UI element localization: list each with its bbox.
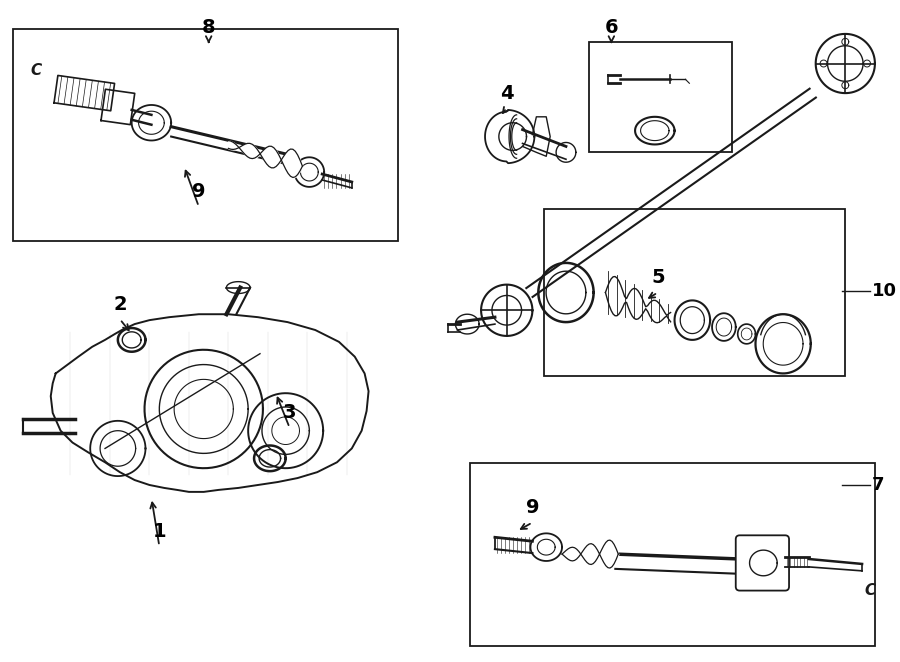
Bar xyxy=(470,463,875,646)
Text: 2: 2 xyxy=(113,295,127,314)
Text: 5: 5 xyxy=(651,268,664,287)
Text: 6: 6 xyxy=(605,19,618,38)
Text: 1: 1 xyxy=(152,522,166,541)
Bar xyxy=(544,209,845,377)
Text: 4: 4 xyxy=(500,83,514,103)
Text: 9: 9 xyxy=(526,498,539,517)
Polygon shape xyxy=(50,314,369,492)
Text: C: C xyxy=(864,583,876,598)
Text: 3: 3 xyxy=(283,403,296,422)
Text: C: C xyxy=(31,63,41,78)
Bar xyxy=(14,29,398,241)
FancyBboxPatch shape xyxy=(735,536,789,591)
Text: 9: 9 xyxy=(192,182,205,201)
Polygon shape xyxy=(54,75,114,111)
Text: 8: 8 xyxy=(202,19,215,38)
Text: 7: 7 xyxy=(872,476,885,494)
Bar xyxy=(589,42,732,152)
Text: 10: 10 xyxy=(872,281,897,299)
Polygon shape xyxy=(101,89,135,124)
